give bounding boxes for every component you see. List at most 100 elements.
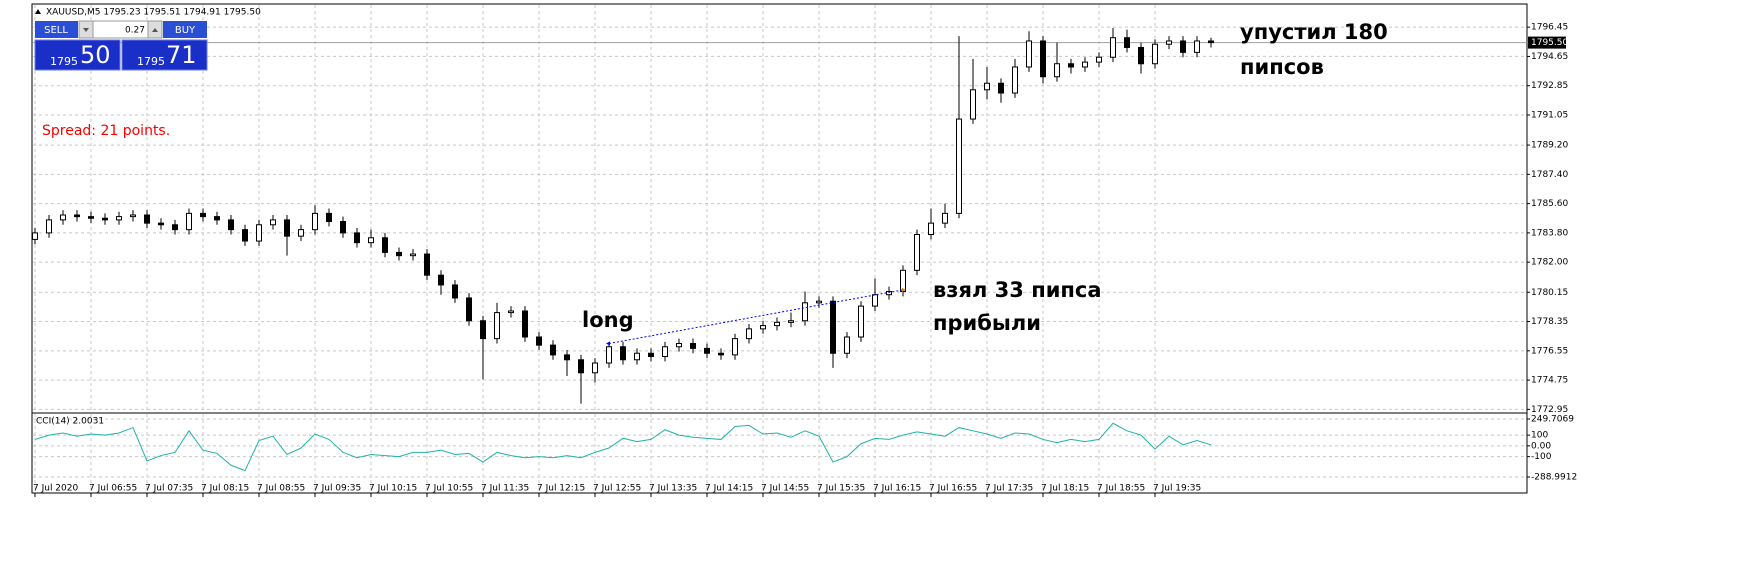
candle-body bbox=[340, 221, 346, 234]
candle-body bbox=[1124, 37, 1130, 48]
candle-body bbox=[214, 216, 220, 221]
candle-body bbox=[1166, 40, 1172, 45]
candle-body bbox=[228, 219, 234, 231]
candle-body bbox=[704, 347, 710, 354]
candle-body bbox=[326, 212, 332, 223]
y-tick-label: 1780.15 bbox=[1531, 288, 1568, 298]
collapse-icon[interactable] bbox=[35, 9, 41, 14]
candle-body bbox=[1082, 61, 1088, 68]
y-tick-label: 249.7069 bbox=[1531, 415, 1574, 425]
chart-title: XAUUSD,M5 1795.23 1795.51 1794.91 1795.5… bbox=[46, 8, 261, 18]
x-tick-label: 7 Jul 19:35 bbox=[1153, 484, 1201, 494]
candle-body bbox=[550, 344, 556, 356]
y-tick-label: 1776.55 bbox=[1531, 346, 1568, 356]
candle-body bbox=[690, 343, 696, 349]
bid-box[interactable] bbox=[34, 39, 121, 71]
candle-body bbox=[74, 214, 80, 218]
candle-body bbox=[102, 217, 108, 221]
ask-box[interactable] bbox=[121, 39, 208, 71]
candle-body bbox=[312, 212, 318, 231]
candle-body bbox=[718, 352, 724, 356]
indicator-title: CCI(14) 2.0031 bbox=[36, 417, 104, 427]
candle-body bbox=[914, 234, 920, 271]
y-tick-label: 1774.75 bbox=[1531, 376, 1568, 386]
x-tick-label: 7 Jul 18:55 bbox=[1097, 484, 1145, 494]
y-tick-label: 1772.95 bbox=[1531, 405, 1568, 415]
annotation: прибыли bbox=[933, 311, 1041, 335]
candle-body bbox=[1096, 56, 1102, 63]
annotation: упустил 180 bbox=[1240, 20, 1388, 44]
candle-body bbox=[1194, 40, 1200, 53]
x-tick-label: 7 Jul 16:15 bbox=[873, 484, 921, 494]
candle-body bbox=[116, 216, 122, 221]
y-tick-label: 1794.65 bbox=[1531, 52, 1568, 62]
y-tick-label: 100 bbox=[1531, 431, 1548, 441]
candle-body bbox=[648, 352, 654, 358]
trade-exit bbox=[902, 287, 906, 292]
candle-body bbox=[928, 222, 934, 236]
current-price-box bbox=[1528, 36, 1566, 49]
sell-button[interactable] bbox=[35, 21, 78, 38]
x-tick-label: 7 Jul 10:55 bbox=[425, 484, 473, 494]
candle-body bbox=[480, 320, 486, 340]
buy-button[interactable] bbox=[163, 21, 207, 38]
candle-body bbox=[872, 294, 878, 307]
main-panel bbox=[31, 3, 1528, 414]
candle-body bbox=[1138, 46, 1144, 65]
arrow-up bbox=[152, 28, 158, 32]
candle-body bbox=[270, 219, 276, 226]
candle-body bbox=[158, 222, 164, 226]
trade-entry bbox=[606, 341, 610, 346]
candle-body bbox=[662, 346, 668, 358]
x-tick-label: 7 Jul 18:15 bbox=[1041, 484, 1089, 494]
cci-line bbox=[34, 422, 1212, 472]
annotation: long bbox=[582, 308, 634, 332]
candle-body bbox=[844, 336, 850, 354]
candle-body bbox=[620, 346, 626, 361]
candle-body bbox=[536, 336, 542, 346]
candle-body bbox=[1026, 40, 1032, 68]
x-tick-label: 7 Jul 09:35 bbox=[313, 484, 361, 494]
candle-body bbox=[1208, 40, 1214, 44]
candle-body bbox=[746, 328, 752, 340]
y-tick-label: 1783.80 bbox=[1531, 228, 1568, 238]
x-tick-label: 7 Jul 2020 bbox=[33, 484, 78, 494]
x-tick-label: 7 Jul 08:55 bbox=[257, 484, 305, 494]
candle-body bbox=[46, 219, 52, 234]
candle-body bbox=[592, 362, 598, 374]
candle-body bbox=[564, 354, 570, 361]
y-tick-label: 1778.35 bbox=[1531, 317, 1568, 327]
candle-body bbox=[802, 302, 808, 322]
candle-body bbox=[1110, 37, 1116, 58]
plot-layer: 7 Jul 2020 7 Jul 06:55 7 Jul 07:35 7 Jul 08… bbox=[32, 5, 1577, 497]
spread-note: Spread: 21 points. bbox=[42, 123, 170, 139]
candle-body bbox=[760, 325, 766, 330]
candle-body bbox=[186, 212, 192, 231]
candle-body bbox=[396, 251, 402, 257]
candle-body bbox=[368, 237, 374, 244]
candle-body bbox=[452, 284, 458, 299]
candle-body bbox=[634, 352, 640, 361]
candle-body bbox=[200, 212, 206, 218]
x-tick-label: 7 Jul 16:55 bbox=[929, 484, 977, 494]
candle-body bbox=[172, 224, 178, 231]
arrow-down bbox=[83, 28, 89, 32]
candle-body bbox=[494, 312, 500, 340]
y-tick-label: -100 bbox=[1531, 452, 1552, 462]
x-tick-label: 7 Jul 14:55 bbox=[761, 484, 809, 494]
candle-body bbox=[466, 297, 472, 322]
x-tick-label: 7 Jul 17:35 bbox=[985, 484, 1033, 494]
y-tick-label: 1789.20 bbox=[1531, 141, 1568, 151]
trade-line bbox=[608, 289, 904, 344]
y-tick-label: 0.00 bbox=[1531, 441, 1551, 451]
bid-small: 50 bbox=[80, 41, 111, 69]
candle-body bbox=[410, 253, 416, 257]
annotation: взял 33 пипса bbox=[933, 278, 1102, 302]
candle-body bbox=[956, 118, 962, 214]
candle-body bbox=[298, 229, 304, 237]
annotation: пипсов bbox=[1240, 55, 1324, 79]
candle-body bbox=[242, 229, 248, 242]
ask-big: 1795 bbox=[137, 55, 165, 68]
